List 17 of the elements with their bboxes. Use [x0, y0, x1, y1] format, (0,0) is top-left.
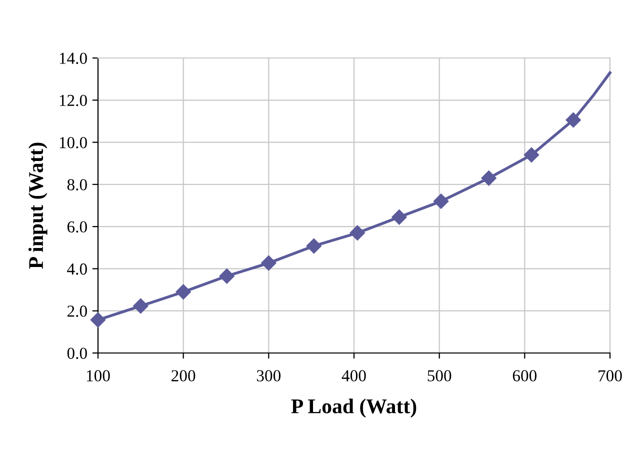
x-axis-title: P Load (Watt) — [291, 398, 416, 418]
x-tick-label: 400 — [342, 370, 366, 382]
y-tick-label: 10.0 — [60, 136, 87, 148]
x-tick-label: 300 — [256, 370, 281, 382]
x-tick-label: 600 — [512, 370, 537, 382]
y-tick-label: 14.0 — [60, 52, 87, 64]
y-tick-label: 6.0 — [67, 221, 87, 233]
y-tick-label: 4.0 — [67, 263, 87, 275]
x-tick-label: 500 — [428, 370, 452, 382]
y-tick-label: 12.0 — [60, 94, 87, 106]
y-tick-label: 2.0 — [67, 306, 87, 317]
x-tick-label: 100 — [86, 370, 110, 382]
y-tick-label: 0.0 — [67, 348, 87, 360]
y-tick-label: 8.0 — [67, 179, 87, 190]
x-tick-label: 700 — [598, 370, 622, 382]
y-axis-title: P input (Watt) — [28, 142, 48, 269]
x-tick-label: 200 — [172, 370, 196, 382]
